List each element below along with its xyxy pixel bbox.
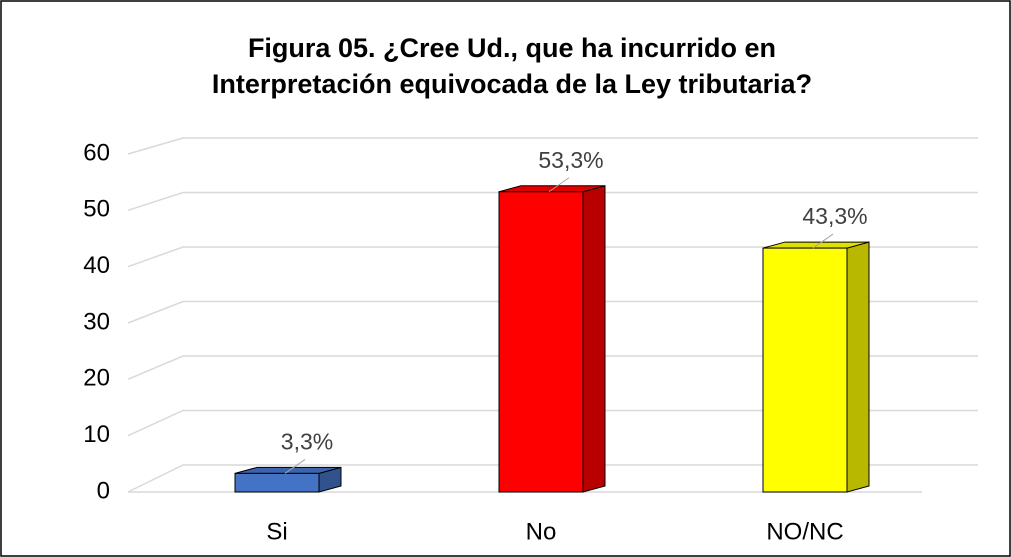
bar — [498, 191, 584, 493]
y-tick-label: 50 — [83, 196, 110, 223]
bar-side — [582, 185, 606, 493]
chart-title: Interpretación equivocada de la Ley trib… — [212, 69, 812, 99]
grid-line — [127, 137, 978, 155]
grid-line — [127, 464, 978, 493]
y-tick-label: 40 — [83, 252, 110, 279]
grid-line — [127, 409, 978, 437]
chart-title: Figura 05. ¿Cree Ud., que ha incurrido e… — [248, 33, 776, 63]
grid-line — [127, 355, 978, 381]
y-tick-label: 60 — [83, 139, 110, 166]
grid-line — [127, 191, 978, 212]
label-leader — [284, 459, 306, 474]
grid-line — [127, 246, 978, 268]
y-tick-label: 10 — [83, 421, 110, 448]
y-tick-label: 30 — [83, 308, 110, 335]
value-label: 3,3% — [281, 428, 333, 454]
value-label: 43,3% — [802, 203, 867, 229]
label-leader — [548, 177, 570, 193]
x-tick-label: NO/NC — [766, 518, 843, 545]
y-tick-label: 0 — [97, 477, 110, 504]
bar — [762, 247, 848, 493]
x-tick-label: Si — [266, 518, 287, 545]
bar-side — [846, 241, 870, 493]
value-label: 53,3% — [538, 147, 603, 173]
bar — [234, 472, 320, 493]
y-tick-label: 20 — [83, 365, 110, 392]
label-leader — [812, 233, 834, 249]
grid-line — [127, 300, 978, 324]
x-tick-label: No — [526, 518, 557, 545]
